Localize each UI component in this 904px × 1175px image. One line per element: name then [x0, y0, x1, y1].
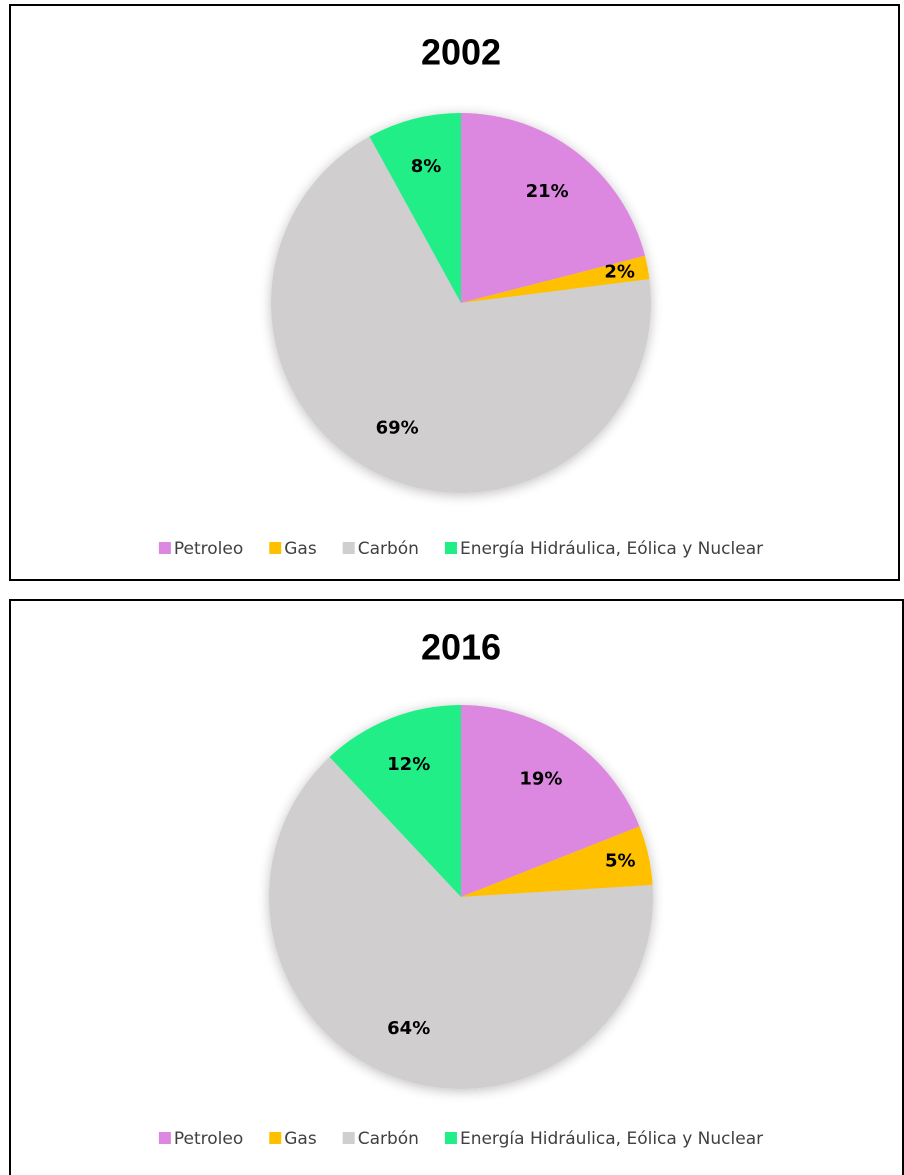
data-label: 69%: [376, 417, 419, 438]
legend-label: Petroleo: [174, 539, 243, 559]
chart-title: 2016: [421, 627, 501, 668]
data-label: 12%: [387, 754, 430, 775]
legend-label: Carbón: [358, 539, 419, 559]
legend-label: Petroleo: [174, 1129, 243, 1149]
legend-swatch: [342, 1132, 355, 1144]
pie-slice: [461, 826, 653, 897]
pie: [271, 113, 651, 494]
legend-swatch: [158, 542, 171, 554]
data-label: 8%: [411, 156, 442, 177]
pie-slice: [461, 705, 640, 897]
pie-slice: [461, 255, 650, 303]
chart-title: 2002: [421, 32, 501, 73]
legend-label: Gas: [284, 539, 317, 559]
data-label: 5%: [605, 850, 636, 871]
pie-slice: [269, 757, 654, 1089]
legend: Petroleo Gas Carbón Energía Hidráulica, Eól…: [158, 539, 763, 559]
legend-swatch: [342, 542, 355, 554]
legend-swatch: [158, 1132, 171, 1144]
pie-slice: [329, 705, 461, 897]
pie-slice: [369, 113, 461, 303]
legend-swatch: [444, 542, 457, 554]
chart: 2002 21% 2% 69% 8% Petroleo Gas Carbón Energía H…: [9, 4, 900, 581]
legend-label: Carbón: [358, 1129, 419, 1149]
legend-swatch: [269, 542, 282, 554]
pie-slice: [271, 136, 651, 494]
legend-label: Energía Hidráulica, Eólica y Nuclear: [460, 539, 763, 559]
chart: 2016 19% 5% 64% 12% Petroleo Gas Carbón Energía …: [9, 599, 904, 1175]
pie: [269, 705, 654, 1089]
data-label: 21%: [526, 181, 569, 202]
data-label: 2%: [604, 262, 635, 283]
data-label: 19%: [519, 768, 562, 789]
data-label: 64%: [387, 1018, 430, 1039]
legend-swatch: [444, 1132, 457, 1144]
legend: Petroleo Gas Carbón Energía Hidráulica, Eól…: [158, 1129, 763, 1149]
legend-label: Energía Hidráulica, Eólica y Nuclear: [460, 1129, 763, 1149]
legend-swatch: [269, 1132, 282, 1144]
legend-label: Gas: [284, 1129, 317, 1149]
pie-slice: [461, 113, 646, 303]
